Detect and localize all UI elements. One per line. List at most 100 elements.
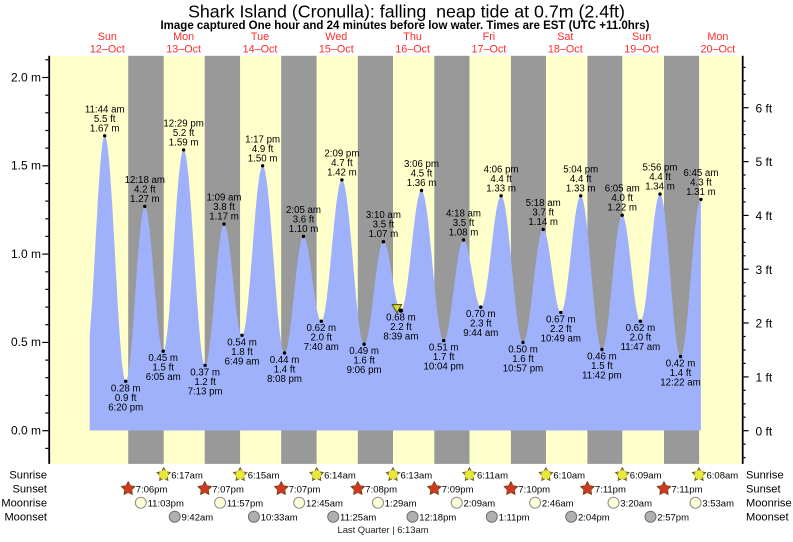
svg-text:0.62 m: 0.62 m <box>306 323 336 334</box>
svg-text:1.6 ft: 1.6 ft <box>353 356 375 367</box>
svg-text:1.50 m: 1.50 m <box>248 153 278 164</box>
svg-text:9:42am: 9:42am <box>182 513 214 524</box>
svg-text:10:33am: 10:33am <box>261 513 298 524</box>
svg-text:0.50 m: 0.50 m <box>508 344 538 355</box>
svg-text:7:08pm: 7:08pm <box>365 485 397 496</box>
svg-text:1.42 m: 1.42 m <box>327 167 357 178</box>
svg-text:6:15am: 6:15am <box>248 471 280 482</box>
svg-text:0.54 m: 0.54 m <box>227 337 257 348</box>
svg-text:6:13am: 6:13am <box>401 471 433 482</box>
svg-text:6:11am: 6:11am <box>477 471 508 482</box>
svg-text:4.4 ft: 4.4 ft <box>570 174 592 185</box>
svg-text:5 ft: 5 ft <box>756 155 773 169</box>
svg-text:5:18 am: 5:18 am <box>526 198 561 209</box>
svg-text:2.0 ft: 2.0 ft <box>311 333 333 344</box>
svg-text:4:18 am: 4:18 am <box>446 209 481 220</box>
svg-text:12:22 am: 12:22 am <box>660 378 700 389</box>
svg-text:0.9 ft: 0.9 ft <box>115 393 137 404</box>
svg-text:Moonset: Moonset <box>746 512 789 524</box>
svg-text:1:09 am: 1:09 am <box>206 193 241 204</box>
svg-text:17–Oct: 17–Oct <box>471 44 506 56</box>
svg-text:1.08 m: 1.08 m <box>449 228 479 239</box>
svg-text:7:11pm: 7:11pm <box>672 485 703 496</box>
svg-text:6 ft: 6 ft <box>756 101 773 115</box>
svg-text:2.0 ft: 2.0 ft <box>630 333 652 344</box>
svg-text:9:44 am: 9:44 am <box>463 328 498 339</box>
svg-text:11:25am: 11:25am <box>340 513 376 524</box>
svg-text:0.70 m: 0.70 m <box>466 309 496 320</box>
svg-text:1:17 pm: 1:17 pm <box>245 134 280 145</box>
svg-text:1.07 m: 1.07 m <box>369 229 399 240</box>
svg-text:1.8 ft: 1.8 ft <box>231 347 253 358</box>
svg-text:10:04 pm: 10:04 pm <box>423 362 463 373</box>
svg-text:4 ft: 4 ft <box>756 209 773 223</box>
svg-text:3:53am: 3:53am <box>702 499 734 510</box>
svg-text:4.0 ft: 4.0 ft <box>611 193 633 204</box>
svg-text:0.28 m: 0.28 m <box>111 383 141 394</box>
svg-text:7:11pm: 7:11pm <box>595 485 626 496</box>
svg-text:6:05 am: 6:05 am <box>605 184 640 195</box>
svg-text:7:40 am: 7:40 am <box>304 342 339 353</box>
svg-text:2:05 am: 2:05 am <box>286 205 321 216</box>
svg-text:Wed: Wed <box>325 31 347 43</box>
svg-text:0.0 m: 0.0 m <box>11 424 41 438</box>
svg-text:Sunset: Sunset <box>746 484 781 496</box>
svg-text:1.5 ft: 1.5 ft <box>591 361 613 372</box>
svg-text:12:45am: 12:45am <box>306 499 343 510</box>
svg-text:19–Oct: 19–Oct <box>624 44 659 56</box>
svg-text:2.3 ft: 2.3 ft <box>470 319 492 330</box>
svg-text:Last Quarter | 6:13am: Last Quarter | 6:13am <box>337 524 428 535</box>
svg-text:1:11pm: 1:11pm <box>499 513 530 524</box>
svg-text:4.4 ft: 4.4 ft <box>490 174 512 185</box>
svg-text:Sun: Sun <box>632 31 651 43</box>
svg-text:18–Oct: 18–Oct <box>548 44 583 56</box>
svg-text:6:10am: 6:10am <box>553 471 585 482</box>
svg-text:1.59 m: 1.59 m <box>169 137 199 148</box>
svg-text:4.4 ft: 4.4 ft <box>649 172 671 183</box>
svg-text:5:56 pm: 5:56 pm <box>642 163 677 174</box>
svg-text:12:18pm: 12:18pm <box>419 513 456 524</box>
svg-text:Moonrise: Moonrise <box>1 498 47 510</box>
svg-text:0 ft: 0 ft <box>756 424 773 438</box>
svg-text:0.45 m: 0.45 m <box>148 353 178 364</box>
svg-text:Image captured One hour and 24: Image captured One hour and 24 minutes b… <box>160 20 649 32</box>
svg-text:2.0 m: 2.0 m <box>11 70 41 84</box>
svg-text:0.51 m: 0.51 m <box>429 343 459 354</box>
svg-text:Fri: Fri <box>483 31 496 43</box>
svg-text:13–Oct: 13–Oct <box>166 44 201 56</box>
svg-text:Sat: Sat <box>557 31 573 43</box>
svg-text:4.7 ft: 4.7 ft <box>331 158 353 169</box>
svg-text:4.2 ft: 4.2 ft <box>134 184 156 195</box>
svg-text:16–Oct: 16–Oct <box>395 44 430 56</box>
svg-text:7:13 pm: 7:13 pm <box>188 386 223 397</box>
svg-text:Sunset: Sunset <box>12 484 47 496</box>
svg-text:Sun: Sun <box>98 31 117 43</box>
svg-text:2:09am: 2:09am <box>464 499 496 510</box>
svg-text:6:17am: 6:17am <box>171 471 203 482</box>
svg-text:7:06pm: 7:06pm <box>136 485 168 496</box>
svg-text:2:09 pm: 2:09 pm <box>324 148 359 159</box>
svg-text:0.44 m: 0.44 m <box>270 355 300 366</box>
svg-text:Shark Island (Cronulla): falli: Shark Island (Cronulla): falling neap ti… <box>188 1 625 21</box>
svg-text:7:07pm: 7:07pm <box>212 485 244 496</box>
svg-text:14–Oct: 14–Oct <box>243 44 278 56</box>
svg-text:1.10 m: 1.10 m <box>289 224 319 235</box>
svg-text:5:04 pm: 5:04 pm <box>563 164 598 175</box>
svg-text:6:49 am: 6:49 am <box>224 356 259 367</box>
svg-text:12–Oct: 12–Oct <box>90 44 125 56</box>
svg-text:3.5 ft: 3.5 ft <box>373 220 395 231</box>
svg-text:12:29 pm: 12:29 pm <box>163 118 203 129</box>
svg-text:6:05 am: 6:05 am <box>146 372 181 383</box>
svg-text:5.2 ft: 5.2 ft <box>173 128 195 139</box>
svg-text:10:49 am: 10:49 am <box>541 333 581 344</box>
svg-text:2:57pm: 2:57pm <box>657 513 689 524</box>
svg-text:3.7 ft: 3.7 ft <box>532 207 554 218</box>
svg-text:4:06 pm: 4:06 pm <box>484 164 519 175</box>
svg-text:4.9 ft: 4.9 ft <box>252 144 274 155</box>
svg-text:2.2 ft: 2.2 ft <box>550 324 572 335</box>
svg-text:1.4 ft: 1.4 ft <box>274 365 296 376</box>
svg-text:6:09am: 6:09am <box>630 471 662 482</box>
svg-text:1.36 m: 1.36 m <box>407 178 437 189</box>
svg-text:Mon: Mon <box>707 31 728 43</box>
svg-text:Mon: Mon <box>173 31 194 43</box>
